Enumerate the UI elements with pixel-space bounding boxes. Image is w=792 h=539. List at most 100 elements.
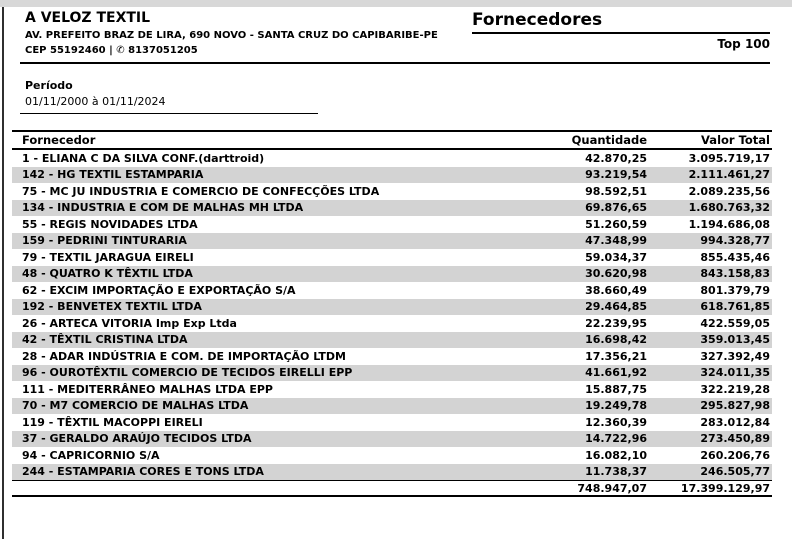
supplier-quantity: 29.464,85 bbox=[585, 300, 647, 314]
supplier-quantity: 47.348,99 bbox=[585, 234, 647, 248]
report-title-block: Fornecedores Top 100 bbox=[472, 10, 770, 51]
supplier-quantity: 98.592,51 bbox=[585, 184, 647, 198]
suppliers-table: Fornecedor Quantidade Valor Total 1 - EL… bbox=[12, 130, 772, 497]
table-row: 28 - ADAR INDÚSTRIA E COM. DE IMPORTAÇÃO… bbox=[12, 348, 772, 365]
table-row: 37 - GERALDO ARAÚJO TECIDOS LTDA 14.722,… bbox=[12, 430, 772, 447]
supplier-name: 244 - ESTAMPARIA CORES E TONS LTDA bbox=[22, 465, 264, 479]
supplier-name: 119 - TÊXTIL MACOPPI EIRELI bbox=[22, 415, 203, 429]
supplier-quantity: 12.360,39 bbox=[585, 415, 647, 429]
supplier-name: 96 - OUROTÊXTIL COMERCIO DE TECIDOS EIRE… bbox=[22, 366, 353, 380]
table-row: 111 - MEDITERRÂNEO MALHAS LTDA EPP 15.88… bbox=[12, 381, 772, 398]
supplier-name: 26 - ARTECA VITORIA Imp Exp Ltda bbox=[22, 316, 237, 330]
supplier-quantity: 19.249,78 bbox=[585, 399, 647, 413]
table-row: 192 - BENVETEX TEXTIL LTDA 29.464,85 618… bbox=[12, 298, 772, 315]
window-top-strip bbox=[0, 0, 792, 7]
supplier-total: 801.379,79 bbox=[700, 283, 770, 297]
table-row: 62 - EXCIM IMPORTAÇÃO E EXPORTAÇÃO S/A 3… bbox=[12, 282, 772, 299]
company-header: A VELOZ TEXTIL AV. PREFEITO BRAZ DE LIRA… bbox=[25, 9, 438, 58]
supplier-total: 327.392,49 bbox=[700, 349, 770, 363]
supplier-quantity: 69.876,65 bbox=[585, 201, 647, 215]
supplier-total: 260.206,76 bbox=[700, 448, 770, 462]
report-subtitle: Top 100 bbox=[717, 37, 770, 51]
supplier-quantity: 17.356,21 bbox=[585, 349, 647, 363]
table-row: 26 - ARTECA VITORIA Imp Exp Ltda 22.239,… bbox=[12, 315, 772, 332]
column-header-quantidade: Quantidade bbox=[571, 133, 647, 147]
supplier-total: 359.013,45 bbox=[700, 333, 770, 347]
supplier-quantity: 15.887,75 bbox=[585, 382, 647, 396]
supplier-total: 295.827,98 bbox=[700, 399, 770, 413]
supplier-total: 843.158,83 bbox=[700, 267, 770, 281]
period-value: 01/11/2000 à 01/11/2024 bbox=[25, 95, 166, 108]
table-row: 1 - ELIANA C DA SILVA CONF.(darttroid) 4… bbox=[12, 150, 772, 167]
company-name: A VELOZ TEXTIL bbox=[25, 10, 151, 26]
supplier-name: 79 - TEXTIL JARAGUA EIRELI bbox=[22, 250, 194, 264]
supplier-quantity: 93.219,54 bbox=[585, 168, 647, 182]
supplier-total: 618.761,85 bbox=[700, 300, 770, 314]
supplier-quantity: 11.738,37 bbox=[585, 465, 647, 479]
supplier-quantity: 41.661,92 bbox=[585, 366, 647, 380]
table-row: 42 - TÊXTIL CRISTINA LTDA 16.698,42 359.… bbox=[12, 331, 772, 348]
supplier-quantity: 51.260,59 bbox=[585, 217, 647, 231]
supplier-name: 94 - CAPRICORNIO S/A bbox=[22, 448, 160, 462]
supplier-total: 3.095.719,17 bbox=[688, 151, 770, 165]
supplier-total: 855.435,46 bbox=[700, 250, 770, 264]
supplier-name: 111 - MEDITERRÂNEO MALHAS LTDA EPP bbox=[22, 382, 273, 396]
supplier-quantity: 14.722,96 bbox=[585, 432, 647, 446]
supplier-quantity: 22.239,95 bbox=[585, 316, 647, 330]
table-row: 96 - OUROTÊXTIL COMERCIO DE TECIDOS EIRE… bbox=[12, 364, 772, 381]
supplier-total: 1.680.763,32 bbox=[688, 201, 770, 215]
table-row: 55 - REGIS NOVIDADES LTDA 51.260,59 1.19… bbox=[12, 216, 772, 233]
table-row: 134 - INDUSTRIA E COM DE MALHAS MH LTDA … bbox=[12, 199, 772, 216]
table-row: 244 - ESTAMPARIA CORES E TONS LTDA 11.73… bbox=[12, 463, 772, 480]
supplier-name: 62 - EXCIM IMPORTAÇÃO E EXPORTAÇÃO S/A bbox=[22, 283, 296, 297]
table-row: 70 - M7 COMERCIO DE MALHAS LTDA 19.249,7… bbox=[12, 397, 772, 414]
column-header-valor-total: Valor Total bbox=[701, 133, 770, 147]
page-left-border bbox=[2, 7, 4, 539]
table-row: 75 - MC JU INDUSTRIA E COMERCIO DE CONFE… bbox=[12, 183, 772, 200]
supplier-name: 28 - ADAR INDÚSTRIA E COM. DE IMPORTAÇÃO… bbox=[22, 349, 347, 363]
supplier-quantity: 42.870,25 bbox=[585, 151, 647, 165]
page-title: Fornecedores bbox=[472, 10, 770, 34]
supplier-quantity: 30.620,98 bbox=[585, 267, 647, 281]
supplier-total: 1.194.686,08 bbox=[688, 217, 770, 231]
period-divider bbox=[20, 113, 318, 114]
supplier-name: 48 - QUATRO K TÊXTIL LTDA bbox=[22, 267, 193, 281]
table-header-row: Fornecedor Quantidade Valor Total bbox=[12, 132, 772, 150]
supplier-name: 75 - MC JU INDUSTRIA E COMERCIO DE CONFE… bbox=[22, 184, 380, 198]
supplier-quantity: 59.034,37 bbox=[585, 250, 647, 264]
supplier-name: 192 - BENVETEX TEXTIL LTDA bbox=[22, 300, 202, 314]
supplier-quantity: 16.698,42 bbox=[585, 333, 647, 347]
supplier-quantity: 16.082,10 bbox=[585, 448, 647, 462]
period-label: Período bbox=[25, 79, 73, 92]
supplier-total: 422.559,05 bbox=[700, 316, 770, 330]
header-divider bbox=[20, 62, 770, 64]
totals-value: 17.399.129,97 bbox=[680, 481, 770, 495]
company-cep-phone: CEP 55192460 | ✆ 8137051205 bbox=[25, 45, 198, 56]
supplier-total: 324.011,35 bbox=[700, 366, 770, 380]
supplier-total: 322.219,28 bbox=[700, 382, 770, 396]
supplier-total: 283.012,84 bbox=[700, 415, 770, 429]
totals-quantity: 748.947,07 bbox=[577, 481, 647, 495]
supplier-name: 37 - GERALDO ARAÚJO TECIDOS LTDA bbox=[22, 432, 252, 446]
supplier-name: 70 - M7 COMERCIO DE MALHAS LTDA bbox=[22, 399, 249, 413]
supplier-name: 1 - ELIANA C DA SILVA CONF.(darttroid) bbox=[22, 151, 265, 165]
supplier-name: 142 - HG TEXTIL ESTAMPARIA bbox=[22, 168, 204, 182]
totals-row: 748.947,07 17.399.129,97 bbox=[12, 480, 772, 497]
table-body: 1 - ELIANA C DA SILVA CONF.(darttroid) 4… bbox=[12, 150, 772, 480]
table-row: 79 - TEXTIL JARAGUA EIRELI 59.034,37 855… bbox=[12, 249, 772, 266]
table-row: 159 - PEDRINI TINTURARIA 47.348,99 994.3… bbox=[12, 232, 772, 249]
supplier-name: 159 - PEDRINI TINTURARIA bbox=[22, 234, 187, 248]
supplier-name: 55 - REGIS NOVIDADES LTDA bbox=[22, 217, 198, 231]
table-row: 48 - QUATRO K TÊXTIL LTDA 30.620,98 843.… bbox=[12, 265, 772, 282]
table-row: 119 - TÊXTIL MACOPPI EIRELI 12.360,39 28… bbox=[12, 414, 772, 431]
table-row: 94 - CAPRICORNIO S/A 16.082,10 260.206,7… bbox=[12, 447, 772, 464]
supplier-name: 42 - TÊXTIL CRISTINA LTDA bbox=[22, 333, 188, 347]
supplier-total: 2.089.235,56 bbox=[688, 184, 770, 198]
supplier-quantity: 38.660,49 bbox=[585, 283, 647, 297]
supplier-name: 134 - INDUSTRIA E COM DE MALHAS MH LTDA bbox=[22, 201, 304, 215]
supplier-total: 273.450,89 bbox=[700, 432, 770, 446]
supplier-total: 994.328,77 bbox=[700, 234, 770, 248]
supplier-total: 2.111.461,27 bbox=[688, 168, 770, 182]
period-block: Período 01/11/2000 à 01/11/2024 bbox=[25, 78, 166, 110]
supplier-total: 246.505,77 bbox=[700, 465, 770, 479]
